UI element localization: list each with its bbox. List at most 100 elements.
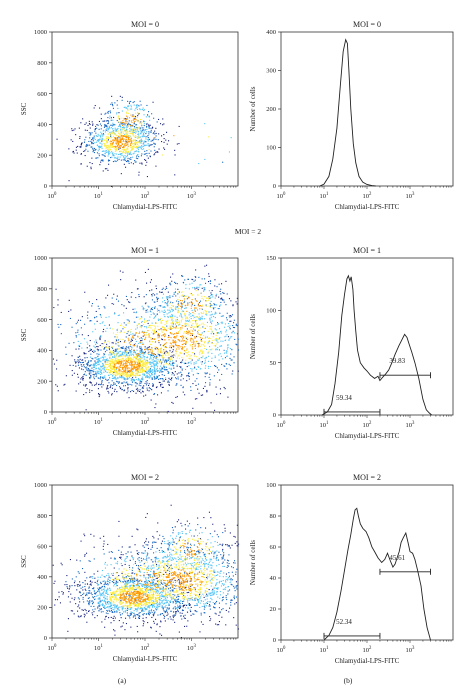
scatter-point bbox=[167, 297, 169, 299]
scatter-point bbox=[98, 372, 100, 374]
scatter-point bbox=[81, 365, 83, 367]
scatter-point bbox=[131, 381, 133, 383]
scatter-point bbox=[119, 386, 121, 388]
scatter-point bbox=[94, 357, 96, 359]
scatter-point bbox=[145, 516, 147, 518]
scatter-point bbox=[135, 128, 137, 130]
scatter-point bbox=[149, 119, 151, 121]
scatter-point bbox=[124, 374, 126, 376]
scatter-point bbox=[82, 375, 84, 377]
scatter-point bbox=[105, 124, 107, 126]
scatter-point bbox=[150, 354, 152, 356]
scatter-point bbox=[94, 346, 96, 348]
scatter-point bbox=[121, 362, 123, 364]
scatter-point bbox=[152, 293, 154, 295]
scatter-point bbox=[155, 364, 157, 366]
scatter-point bbox=[143, 352, 145, 354]
scatter-point bbox=[137, 111, 139, 113]
scatter-point bbox=[112, 154, 114, 156]
scatter-point bbox=[177, 355, 179, 357]
scatter-point bbox=[91, 157, 93, 159]
scatter-point bbox=[133, 366, 135, 368]
scatter-point bbox=[185, 343, 187, 345]
scatter-point bbox=[221, 297, 223, 299]
scatter-point bbox=[100, 376, 102, 378]
scatter-point bbox=[209, 306, 211, 308]
scatter-point bbox=[222, 161, 224, 163]
scatter-point bbox=[163, 365, 165, 367]
scatter-point bbox=[174, 579, 176, 581]
scatter-point bbox=[149, 343, 151, 345]
scatter-point bbox=[108, 136, 110, 138]
scatter-point bbox=[211, 304, 213, 306]
scatter-point bbox=[148, 335, 150, 337]
scatter-point bbox=[232, 305, 234, 307]
scatter-point bbox=[169, 349, 171, 351]
scatter-point bbox=[176, 143, 178, 145]
scatter-point bbox=[95, 367, 97, 369]
scatter-point bbox=[209, 346, 211, 348]
scatter-point bbox=[177, 310, 179, 312]
scatter-point bbox=[84, 555, 86, 557]
scatter-point bbox=[172, 342, 174, 344]
scatter-point bbox=[145, 384, 147, 386]
scatter-point bbox=[107, 130, 109, 132]
scatter-point bbox=[112, 152, 114, 154]
scatter-point bbox=[172, 323, 174, 325]
scatter-point bbox=[114, 349, 116, 351]
scatter-point bbox=[147, 361, 149, 363]
scatter-point bbox=[204, 318, 206, 320]
scatter-point bbox=[189, 523, 191, 525]
scatter-point bbox=[172, 339, 174, 341]
scatter-point bbox=[84, 141, 86, 143]
scatter-point bbox=[71, 355, 73, 357]
scatter-point bbox=[172, 372, 174, 374]
scatter-point bbox=[194, 353, 196, 355]
scatter-point bbox=[214, 409, 216, 411]
scatter-point bbox=[190, 305, 192, 307]
scatter-point bbox=[68, 180, 70, 182]
scatter-point bbox=[121, 371, 123, 373]
scatter-point bbox=[140, 155, 142, 157]
scatter-point bbox=[92, 331, 94, 333]
scatter-point bbox=[143, 123, 145, 125]
scatter-point bbox=[218, 624, 220, 626]
scatter-point bbox=[183, 363, 185, 365]
scatter-point bbox=[132, 132, 134, 134]
scatter-point bbox=[237, 338, 239, 340]
scatter-point bbox=[177, 611, 179, 613]
scatter-point bbox=[182, 335, 184, 337]
scatter-point bbox=[177, 307, 179, 309]
scatter-point bbox=[165, 286, 167, 288]
scatter-point bbox=[167, 316, 169, 318]
scatter-point bbox=[85, 384, 87, 386]
scatter-point bbox=[151, 370, 153, 372]
scatter-point bbox=[151, 352, 153, 354]
scatter-point bbox=[113, 356, 115, 358]
scatter-point bbox=[118, 132, 120, 134]
scatter-point bbox=[78, 604, 80, 606]
scatter-point bbox=[134, 127, 136, 129]
scatter-point bbox=[131, 128, 133, 130]
scatter-point bbox=[92, 358, 94, 360]
scatter-point bbox=[57, 299, 59, 301]
scatter-point bbox=[146, 372, 148, 374]
scatter-point bbox=[137, 366, 139, 368]
scatter-point bbox=[95, 310, 97, 312]
scatter-point bbox=[85, 148, 87, 150]
scatter-point bbox=[139, 371, 141, 373]
scatter-point bbox=[191, 302, 193, 304]
scatter-point bbox=[80, 364, 82, 366]
scatter-point bbox=[183, 340, 185, 342]
scatter-point bbox=[176, 345, 178, 347]
scatter-point bbox=[209, 328, 211, 330]
scatter-point bbox=[139, 380, 141, 382]
scatter-point bbox=[85, 353, 87, 355]
scatter-point bbox=[171, 351, 173, 353]
scatter-point bbox=[99, 142, 101, 144]
scatter-point bbox=[101, 621, 103, 623]
scatter-point bbox=[131, 149, 133, 151]
scatter-point bbox=[90, 375, 92, 377]
scatter-point bbox=[68, 310, 70, 312]
scatter-point bbox=[159, 626, 161, 628]
